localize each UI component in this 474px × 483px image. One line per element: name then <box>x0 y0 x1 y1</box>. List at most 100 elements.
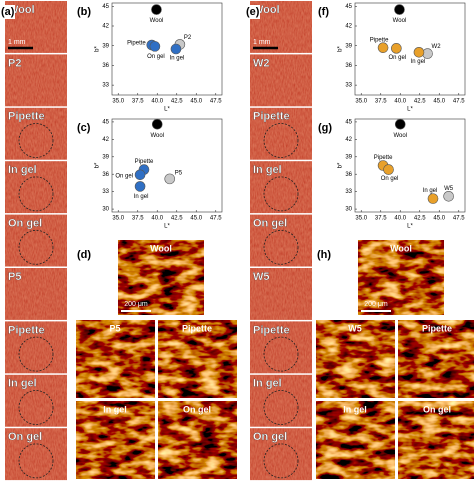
tile-label: On gel <box>8 218 42 230</box>
y-tick-label: 33 <box>345 83 352 89</box>
point <box>134 169 146 181</box>
y-tick-label: 42 <box>102 24 109 30</box>
plot-frame <box>111 118 223 213</box>
point <box>151 4 162 15</box>
y-tick-label: 45 <box>102 119 109 125</box>
point-label: Pipette <box>135 159 154 165</box>
fabric-tile <box>5 268 67 320</box>
x-tick-label: 35.0 <box>112 99 124 105</box>
micrograph <box>316 401 395 479</box>
x-tick-label: 37.5 <box>132 99 144 105</box>
point-label: Wool <box>393 18 407 24</box>
scale-label: 200 μm <box>124 301 148 308</box>
y-tick-label: 36 <box>345 172 352 178</box>
x-axis-label: L* <box>407 224 413 230</box>
plot-frame <box>111 2 223 96</box>
point-label: W2 <box>432 44 442 50</box>
x-tick-label: 37.5 <box>375 216 387 222</box>
fabric-tile <box>250 54 312 107</box>
micrograph-label: Pipette <box>182 323 212 333</box>
point <box>377 42 389 53</box>
panel-label: (f) <box>318 6 329 18</box>
sample-circle <box>18 123 54 158</box>
fabric-tile <box>250 214 312 267</box>
micrograph <box>158 320 237 398</box>
x-axis-label: L* <box>407 107 413 113</box>
tile-label: On gel <box>253 218 287 230</box>
micrograph-label: P5 <box>109 323 120 333</box>
panel-label: (b) <box>77 6 91 18</box>
fabric-tile <box>5 107 67 160</box>
x-tick-label: 45.0 <box>190 216 202 222</box>
x-tick-label: 45.0 <box>190 99 202 105</box>
y-tick-label: 36 <box>102 63 109 69</box>
y-tick-label: 39 <box>345 154 352 160</box>
y-tick-label: 30 <box>102 207 109 213</box>
fabric-tile <box>5 1 67 53</box>
y-axis-label: b* <box>95 162 101 168</box>
point <box>394 4 405 15</box>
y-tick-label: 42 <box>345 137 352 143</box>
x-tick-label: 42.5 <box>171 99 183 105</box>
y-axis-label: b* <box>338 162 344 168</box>
y-tick-label: 39 <box>102 154 109 160</box>
point-label: Pipette <box>370 37 389 43</box>
y-tick-label: 36 <box>102 172 109 178</box>
sample-circle <box>18 229 54 265</box>
y-tick-label: 42 <box>102 137 109 143</box>
sample-circle <box>263 336 299 372</box>
x-tick-label: 47.5 <box>453 216 465 222</box>
x-tick-label: 47.5 <box>210 99 222 105</box>
point-label: Wool <box>393 133 407 139</box>
y-tick-label: 45 <box>345 119 352 125</box>
point <box>394 118 406 130</box>
point <box>149 41 161 52</box>
tile-label: Pipette <box>253 324 290 336</box>
x-tick-label: 42.5 <box>414 216 426 222</box>
micrograph-label: W5 <box>348 323 362 333</box>
point-label: Wool <box>150 18 164 24</box>
micrograph <box>76 320 155 398</box>
point-label: In gel <box>170 56 185 62</box>
x-tick-label: 35.0 <box>355 99 367 105</box>
y-tick-label: 33 <box>102 83 109 89</box>
fabric-tile <box>250 268 312 320</box>
sample-circle <box>263 443 299 479</box>
fabric-tile <box>250 1 312 53</box>
y-axis-label: b* <box>338 45 344 51</box>
y-tick-label: 30 <box>345 207 352 213</box>
x-tick-label: 37.5 <box>132 216 144 222</box>
tile-label: On gel <box>8 431 42 443</box>
point <box>391 43 402 54</box>
point <box>134 181 146 192</box>
micrograph <box>158 401 237 479</box>
micrograph <box>76 401 155 479</box>
micrograph-label: On gel <box>183 404 211 414</box>
fabric-tile <box>5 374 67 427</box>
panel-label: (g) <box>318 122 332 134</box>
x-tick-label: 45.0 <box>433 216 445 222</box>
label-box <box>245 5 260 19</box>
point <box>170 43 182 55</box>
point-label: On gel <box>115 173 133 179</box>
point-label: On gel <box>381 176 399 182</box>
point <box>427 193 439 204</box>
tile-label: In gel <box>253 378 282 390</box>
x-tick-label: 40.0 <box>151 216 163 222</box>
y-tick-label: 45 <box>345 4 352 10</box>
tile-label: Pipette <box>8 111 45 123</box>
x-axis-label: L* <box>164 107 170 113</box>
micrograph-label: Wool <box>150 243 172 253</box>
point-label: P5 <box>175 170 183 176</box>
panel-label: (a) <box>1 6 15 18</box>
point-label: Pipette <box>374 155 393 161</box>
x-tick-label: 47.5 <box>453 99 465 105</box>
tile-label: Pipette <box>253 111 290 123</box>
plot-frame <box>354 2 466 96</box>
point-label: On gel <box>147 54 165 60</box>
micrograph <box>398 320 474 398</box>
fabric-tile <box>250 161 312 214</box>
fabric-tile <box>5 214 67 267</box>
micrograph-label: In gel <box>343 404 367 414</box>
